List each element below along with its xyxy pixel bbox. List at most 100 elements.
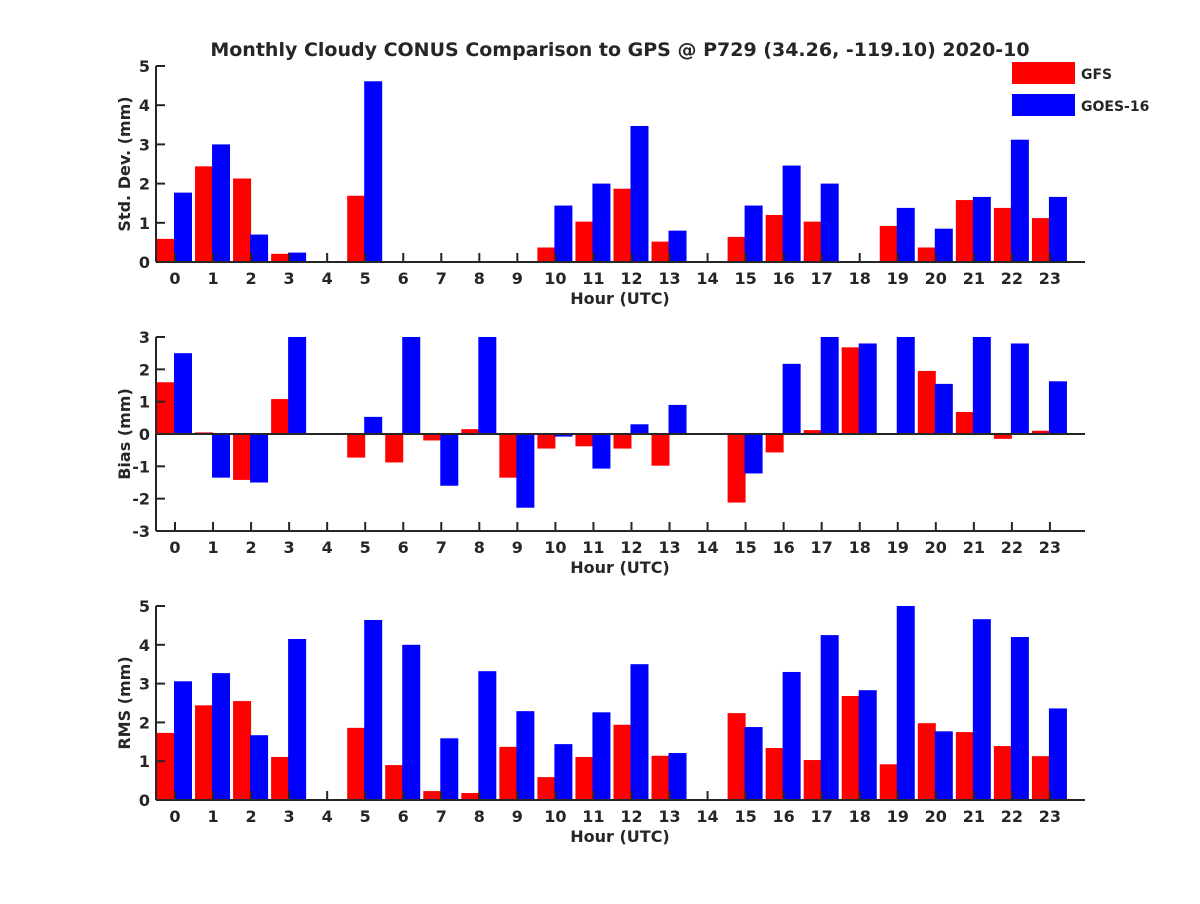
bar-rms-gfs-0 — [157, 732, 175, 800]
x-tick-label-bias: 18 — [849, 538, 871, 557]
bar-bias-goes-16-0 — [174, 353, 192, 434]
bar-bias-gfs-5 — [347, 434, 366, 458]
bar-bias-goes-16-1 — [212, 434, 231, 478]
legend-swatch-goes-16 — [1012, 94, 1075, 116]
x-tick-label-stddev: 21 — [963, 269, 985, 288]
bar-rms-goes-16-9 — [516, 711, 535, 800]
bar-stddev-goes-16-1 — [212, 144, 231, 262]
y-tick-label-rms: 1 — [139, 752, 150, 771]
x-tick-label-bias: 13 — [658, 538, 680, 557]
x-tick-label-rms: 10 — [544, 807, 566, 826]
bar-rms-gfs-19 — [879, 764, 898, 800]
bar-rms-goes-16-22 — [1010, 637, 1029, 800]
bar-rms-gfs-9 — [499, 746, 518, 800]
bar-bias-goes-16-21 — [972, 337, 991, 434]
bar-rms-gfs-6 — [385, 765, 404, 800]
bar-stddev-gfs-16 — [765, 214, 784, 262]
bar-stddev-goes-16-17 — [820, 183, 839, 262]
bar-rms-gfs-15 — [727, 713, 746, 800]
bar-bias-goes-16-22 — [1010, 343, 1029, 434]
x-tick-label-bias: 9 — [512, 538, 523, 557]
x-tick-label-stddev: 20 — [925, 269, 947, 288]
bar-stddev-gfs-21 — [955, 200, 974, 262]
x-tick-label-rms: 16 — [773, 807, 795, 826]
bar-bias-gfs-22 — [993, 434, 1012, 439]
x-tick-label-bias: 21 — [963, 538, 985, 557]
bar-rms-gfs-23 — [1031, 756, 1050, 800]
bar-bias-gfs-8 — [461, 429, 480, 434]
x-tick-label-rms: 17 — [811, 807, 833, 826]
y-axis-label-bias: Bias (mm) — [115, 388, 134, 480]
bar-stddev-goes-16-11 — [592, 183, 611, 262]
bar-rms-goes-16-13 — [668, 753, 687, 800]
bar-rms-gfs-8 — [461, 793, 480, 800]
bar-bias-goes-16-23 — [1048, 381, 1067, 434]
y-tick-label-bias: 3 — [139, 328, 150, 347]
bar-bias-gfs-12 — [613, 434, 632, 449]
y-axis-label-stddev: Std. Dev. (mm) — [115, 96, 134, 231]
x-tick-label-stddev: 8 — [474, 269, 485, 288]
bar-bias-gfs-15 — [727, 434, 746, 503]
x-tick-label-stddev: 3 — [284, 269, 295, 288]
bar-rms-goes-16-3 — [288, 638, 307, 800]
bar-bias-gfs-6 — [385, 434, 404, 463]
bar-stddev-goes-16-13 — [668, 230, 687, 262]
bar-rms-gfs-2 — [233, 701, 252, 800]
bar-rms-goes-16-20 — [934, 731, 953, 800]
bar-stddev-gfs-10 — [537, 247, 556, 262]
bar-bias-gfs-17 — [803, 430, 822, 434]
bar-bias-goes-16-9 — [516, 434, 535, 508]
y-axis-label-rms: RMS (mm) — [115, 656, 134, 749]
bar-bias-goes-16-19 — [896, 337, 915, 434]
bar-rms-goes-16-0 — [174, 681, 192, 800]
bar-stddev-gfs-3 — [271, 253, 290, 262]
x-tick-label-stddev: 15 — [734, 269, 756, 288]
bar-rms-gfs-7 — [423, 791, 442, 800]
bar-rms-goes-16-6 — [402, 644, 421, 800]
x-tick-label-bias: 6 — [398, 538, 409, 557]
bar-stddev-goes-16-10 — [554, 205, 573, 262]
x-tick-label-bias: 14 — [696, 538, 718, 557]
x-tick-label-stddev: 14 — [696, 269, 718, 288]
bar-rms-goes-16-11 — [592, 712, 611, 800]
bar-rms-goes-16-7 — [440, 738, 459, 800]
x-tick-label-rms: 20 — [925, 807, 947, 826]
bar-bias-goes-16-16 — [782, 363, 801, 434]
bar-rms-gfs-21 — [955, 732, 974, 800]
x-tick-label-stddev: 17 — [811, 269, 833, 288]
x-tick-label-rms: 2 — [246, 807, 257, 826]
bar-rms-goes-16-5 — [364, 619, 383, 800]
x-tick-label-rms: 12 — [620, 807, 642, 826]
bar-bias-gfs-20 — [917, 370, 936, 434]
y-tick-label-bias: 1 — [139, 393, 150, 412]
bar-stddev-goes-16-12 — [630, 125, 649, 262]
bar-rms-goes-16-16 — [782, 671, 801, 800]
y-tick-label-bias: 2 — [139, 360, 150, 379]
bar-stddev-goes-16-3 — [288, 252, 307, 262]
bar-bias-goes-16-17 — [820, 337, 839, 434]
bar-bias-goes-16-18 — [858, 343, 877, 434]
bar-stddev-gfs-19 — [879, 225, 898, 262]
x-tick-label-bias: 15 — [734, 538, 756, 557]
x-tick-label-stddev: 0 — [169, 269, 180, 288]
bar-rms-goes-16-1 — [212, 673, 231, 800]
bar-rms-goes-16-8 — [478, 671, 497, 800]
bar-bias-goes-16-11 — [592, 434, 611, 469]
bar-stddev-gfs-12 — [613, 188, 632, 262]
x-tick-label-rms: 3 — [284, 807, 295, 826]
x-tick-label-rms: 8 — [474, 807, 485, 826]
x-tick-label-stddev: 2 — [246, 269, 257, 288]
x-tick-label-bias: 4 — [322, 538, 333, 557]
bar-rms-gfs-18 — [841, 696, 860, 800]
y-tick-label-rms: 5 — [139, 597, 150, 616]
x-tick-label-stddev: 9 — [512, 269, 523, 288]
x-tick-label-rms: 4 — [322, 807, 333, 826]
x-tick-label-bias: 10 — [544, 538, 566, 557]
bar-bias-goes-16-10 — [554, 434, 573, 437]
bar-stddev-goes-16-22 — [1010, 139, 1029, 262]
x-tick-label-stddev: 23 — [1039, 269, 1061, 288]
bar-bias-goes-16-5 — [364, 416, 383, 434]
bar-rms-gfs-13 — [651, 755, 670, 800]
